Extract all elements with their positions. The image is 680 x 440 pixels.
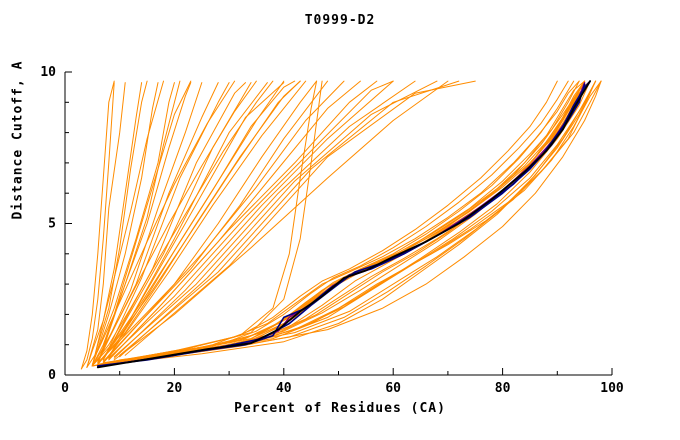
y-tick-label: 0 bbox=[48, 368, 56, 383]
x-tick-label: 40 bbox=[276, 381, 292, 396]
curve-model-22 bbox=[102, 80, 307, 364]
curve-model-54 bbox=[102, 80, 586, 364]
curve-model-34 bbox=[113, 80, 416, 358]
curve-model-13 bbox=[108, 82, 285, 358]
x-tick-label: 80 bbox=[495, 381, 511, 396]
y-tick-label: 10 bbox=[40, 65, 56, 80]
curve-model-02 bbox=[86, 82, 126, 368]
x-tick-label: 20 bbox=[167, 381, 183, 396]
curve-model-35 bbox=[119, 80, 438, 358]
x-axis-label: Percent of Residues (CA) bbox=[234, 401, 446, 416]
curve-model-38 bbox=[113, 80, 449, 361]
plot-title: T0999-D2 bbox=[304, 13, 376, 28]
curve-model-27 bbox=[97, 80, 318, 364]
curve-model-63 bbox=[141, 80, 602, 361]
curve-highlight-navy-2 bbox=[102, 80, 591, 367]
x-tick-label: 60 bbox=[385, 381, 401, 396]
curve-model-03 bbox=[91, 82, 143, 367]
curve-model-01 bbox=[80, 82, 115, 370]
curve-model-19 bbox=[91, 80, 274, 367]
x-tick-label: 0 bbox=[61, 381, 69, 396]
curve-model-17 bbox=[91, 80, 192, 367]
curve-model-60 bbox=[124, 80, 597, 362]
curve-model-05 bbox=[91, 82, 175, 365]
curve-model-14 bbox=[80, 80, 115, 370]
curve-highlight-black bbox=[96, 80, 591, 369]
curve-model-57 bbox=[102, 80, 586, 365]
curve-model-08 bbox=[97, 82, 219, 362]
x-tick-label: 100 bbox=[600, 381, 624, 396]
curve-model-24 bbox=[86, 80, 236, 368]
curve-model-23 bbox=[91, 80, 257, 367]
curve-model-36 bbox=[119, 80, 460, 356]
curve-model-18 bbox=[86, 80, 164, 368]
curve-model-32 bbox=[108, 80, 394, 359]
curve-model-59 bbox=[119, 80, 597, 364]
curve-model-12 bbox=[108, 82, 268, 359]
curve-model-29 bbox=[102, 80, 345, 362]
curve-model-37 bbox=[124, 80, 476, 356]
curve-model-58 bbox=[97, 80, 575, 367]
curve-model-26 bbox=[97, 80, 301, 365]
curve-model-50 bbox=[130, 80, 602, 361]
curve-model-09 bbox=[102, 82, 230, 361]
curve-model-31 bbox=[108, 80, 378, 361]
curve-model-04 bbox=[91, 82, 159, 367]
curve-model-15 bbox=[91, 80, 148, 367]
curve-model-07 bbox=[97, 82, 203, 364]
curve-model-16 bbox=[97, 80, 181, 365]
curve-model-25 bbox=[91, 80, 296, 367]
curve-model-33 bbox=[113, 80, 394, 359]
y-tick-label: 5 bbox=[48, 217, 56, 232]
